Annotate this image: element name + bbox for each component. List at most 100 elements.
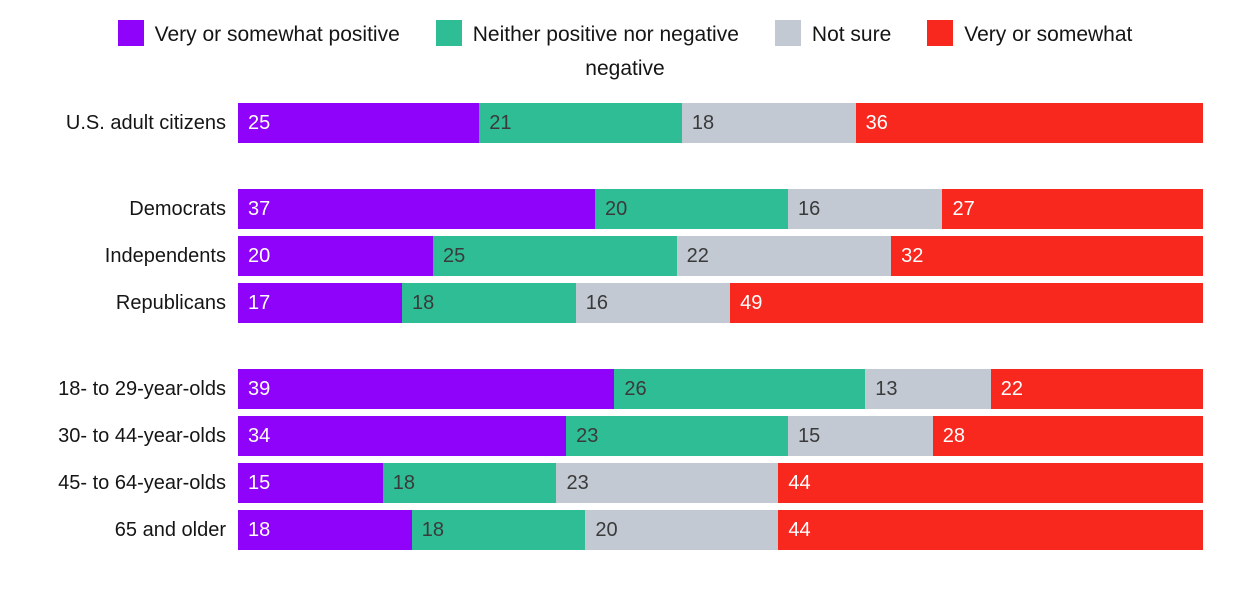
value-label: 26 bbox=[624, 377, 647, 400]
category-label: Independents bbox=[104, 245, 226, 267]
stacked-bar: 20 25 22 32 bbox=[238, 236, 1203, 276]
value-label: 49 bbox=[740, 291, 763, 314]
value-label: 44 bbox=[788, 518, 811, 541]
bar-row: Independents 20 25 22 32 bbox=[0, 236, 1203, 276]
stacked-bar: 17 18 16 49 bbox=[238, 283, 1203, 323]
bar-row: 18- to 29-year-olds 39 26 13 22 bbox=[0, 369, 1203, 409]
value-label: 25 bbox=[248, 111, 271, 134]
value-label: 36 bbox=[865, 111, 888, 134]
value-label: 27 bbox=[952, 197, 975, 220]
value-label: 23 bbox=[576, 424, 599, 447]
value-label: 20 bbox=[248, 244, 271, 267]
value-label: 20 bbox=[605, 197, 628, 220]
bar-segment: 20 bbox=[238, 236, 433, 276]
value-label: 18 bbox=[691, 111, 715, 134]
chart: U.S. adult citizens 25 21 18 36 Democrats 37 20… bbox=[0, 103, 1250, 550]
value-label: 13 bbox=[875, 377, 898, 400]
category-label: 30- to 44-year-olds bbox=[58, 425, 226, 447]
bar-segment: 44 bbox=[778, 510, 1203, 550]
bar-segment: 23 bbox=[566, 416, 789, 456]
legend-item: Very or somewhat positive bbox=[117, 20, 400, 46]
bar-segment: 17 bbox=[238, 283, 403, 323]
bar-segment: 37 bbox=[238, 189, 596, 229]
bar-row: 45- to 64-year-olds 15 18 23 44 bbox=[0, 463, 1203, 503]
bar-segment: 32 bbox=[891, 236, 1203, 276]
bar-segment: 18 bbox=[411, 510, 586, 550]
legend-item: Not sure bbox=[774, 20, 892, 46]
value-label: 18 bbox=[421, 518, 444, 541]
value-label: 34 bbox=[248, 424, 271, 447]
legend-item: Neither positive nor negative bbox=[435, 20, 739, 46]
category-label: 45- to 64-year-olds bbox=[58, 472, 226, 494]
legend-swatch bbox=[774, 20, 801, 46]
bar-segment: 18 bbox=[681, 103, 856, 143]
category-label: Democrats bbox=[129, 198, 226, 220]
value-label: 15 bbox=[798, 424, 821, 447]
value-label: 18 bbox=[412, 291, 435, 314]
bar-segment: 18 bbox=[382, 463, 557, 503]
legend-swatch bbox=[927, 20, 954, 46]
value-label: 15 bbox=[248, 471, 271, 494]
legend-swatch bbox=[435, 20, 462, 46]
legend-item-label: Very or somewhat negative bbox=[585, 23, 1133, 80]
bar-segment: 22 bbox=[676, 236, 892, 276]
bar-row: 30- to 44-year-olds 34 23 15 28 bbox=[0, 416, 1203, 456]
bar-group: U.S. adult citizens 25 21 18 36 bbox=[0, 103, 1204, 143]
value-label: 16 bbox=[585, 291, 608, 314]
bar-segment: 25 bbox=[432, 236, 677, 276]
bar-segment: 49 bbox=[730, 283, 1203, 323]
value-label: 20 bbox=[595, 518, 618, 541]
value-label: 32 bbox=[901, 244, 924, 267]
value-label: 22 bbox=[1000, 377, 1023, 400]
bar-segment: 20 bbox=[585, 510, 779, 550]
bar-segment: 23 bbox=[556, 463, 779, 503]
value-label: 28 bbox=[942, 424, 966, 447]
value-label: 16 bbox=[798, 197, 821, 220]
value-label: 23 bbox=[566, 471, 589, 494]
stacked-bar: 18 18 20 44 bbox=[238, 510, 1203, 550]
bar-segment: 15 bbox=[238, 463, 383, 503]
bar-row: 65 and older 18 18 20 44 bbox=[0, 510, 1203, 550]
bar-segment: 27 bbox=[942, 189, 1203, 229]
legend-swatch bbox=[117, 20, 144, 46]
legend: Very or somewhat positive Neither positiv… bbox=[100, 18, 1150, 86]
stacked-bar: 39 26 13 22 bbox=[238, 369, 1203, 409]
legend-item-label: Not sure bbox=[811, 23, 892, 46]
legend-item: Very or somewhat negative bbox=[585, 20, 1133, 80]
bar-segment: 20 bbox=[595, 189, 789, 229]
category-label: 65 and older bbox=[114, 519, 226, 541]
stacked-bar: 37 20 16 27 bbox=[238, 189, 1203, 229]
bar-row: Republicans 17 18 16 49 bbox=[0, 283, 1203, 323]
value-label: 18 bbox=[248, 518, 271, 541]
bar-segment: 34 bbox=[238, 416, 567, 456]
bar-group: Democrats 37 20 16 27 Independents 20 25 22 32 Rep… bbox=[0, 189, 1203, 323]
bar-segment: 16 bbox=[575, 283, 731, 323]
category-label: Republicans bbox=[115, 292, 226, 314]
stacked-bar: 34 23 15 28 bbox=[238, 416, 1203, 456]
bar-segment: 28 bbox=[932, 416, 1203, 456]
legend-item-label: Neither positive nor negative bbox=[472, 23, 739, 46]
bar-segment: 39 bbox=[238, 369, 615, 409]
stacked-bar: 25 21 18 36 bbox=[238, 103, 1204, 143]
bar-segment: 22 bbox=[990, 369, 1203, 409]
category-label: 18- to 29-year-olds bbox=[58, 378, 226, 400]
bar-row: U.S. adult citizens 25 21 18 36 bbox=[0, 103, 1204, 143]
bar-segment: 18 bbox=[238, 510, 412, 550]
value-label: 21 bbox=[489, 111, 512, 134]
stacked-bar: 15 18 23 44 bbox=[238, 463, 1203, 503]
bar-segment: 15 bbox=[788, 416, 933, 456]
bar-segment: 36 bbox=[855, 103, 1204, 143]
bar-segment: 13 bbox=[865, 369, 991, 409]
bar-segment: 25 bbox=[238, 103, 480, 143]
value-label: 18 bbox=[392, 471, 415, 494]
bar-group: 18- to 29-year-olds 39 26 13 22 30- to 44-yea… bbox=[0, 369, 1203, 550]
bar-segment: 26 bbox=[614, 369, 866, 409]
value-label: 44 bbox=[788, 471, 811, 494]
bar-segment: 21 bbox=[479, 103, 682, 143]
value-label: 37 bbox=[248, 197, 271, 220]
value-label: 22 bbox=[686, 244, 709, 267]
value-label: 25 bbox=[442, 244, 466, 267]
legend-item-label: Very or somewhat positive bbox=[154, 23, 400, 46]
value-label: 39 bbox=[248, 377, 271, 400]
bar-segment: 44 bbox=[778, 463, 1203, 503]
